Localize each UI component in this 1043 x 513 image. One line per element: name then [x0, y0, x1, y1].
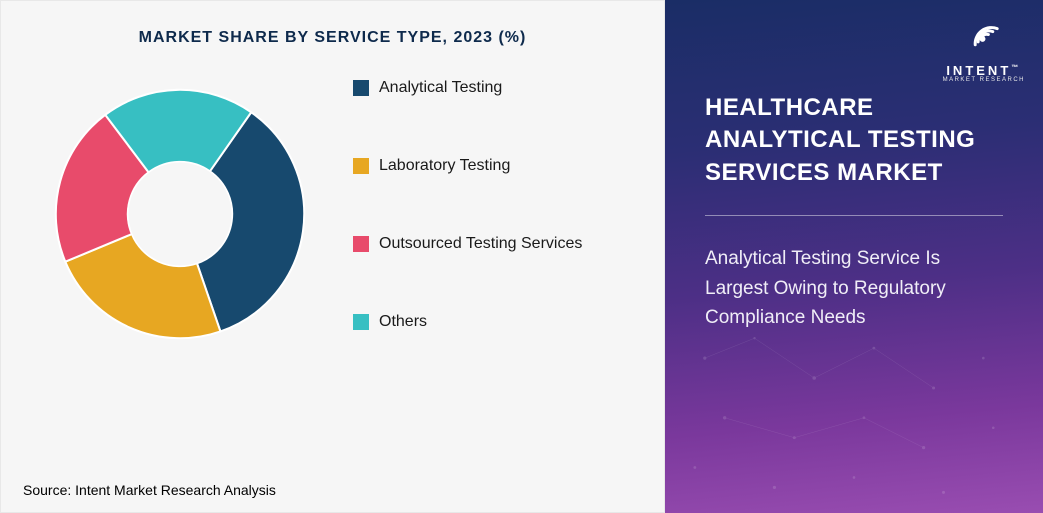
- legend-label: Outsourced Testing Services: [379, 235, 582, 253]
- headline-panel: INTENT™ MARKET RESEARCH HEALTHCARE ANALY…: [665, 0, 1043, 513]
- logo-text: INTENT™: [943, 64, 1025, 77]
- logo-icon: [962, 14, 1006, 58]
- panel-body-text: Analytical Testing Service Is Largest Ow…: [705, 244, 1003, 332]
- legend-swatch: [353, 80, 369, 96]
- legend: Analytical Testing Laboratory Testing Outs…: [353, 71, 640, 331]
- legend-label: Others: [379, 313, 427, 331]
- source-text: Source: Intent Market Research Analysis: [23, 482, 276, 498]
- legend-label: Analytical Testing: [379, 79, 502, 97]
- brand-logo: INTENT™ MARKET RESEARCH: [943, 14, 1025, 83]
- legend-swatch: [353, 236, 369, 252]
- donut-chart: [25, 79, 335, 349]
- legend-item: Analytical Testing: [353, 79, 640, 97]
- chart-title: MARKET SHARE BY SERVICE TYPE, 2023 (%): [25, 29, 640, 47]
- divider: [705, 215, 1003, 216]
- legend-item: Others: [353, 313, 640, 331]
- legend-item: Outsourced Testing Services: [353, 235, 640, 253]
- logo-subtext: MARKET RESEARCH: [943, 77, 1025, 83]
- donut-hole: [129, 163, 232, 266]
- chart-body: Analytical Testing Laboratory Testing Outs…: [25, 71, 640, 349]
- chart-panel: MARKET SHARE BY SERVICE TYPE, 2023 (%) A…: [0, 0, 665, 513]
- legend-label: Laboratory Testing: [379, 157, 510, 175]
- legend-swatch: [353, 158, 369, 174]
- panel-heading: HEALTHCARE ANALYTICAL TESTING SERVICES M…: [705, 92, 1003, 189]
- legend-item: Laboratory Testing: [353, 157, 640, 175]
- legend-swatch: [353, 314, 369, 330]
